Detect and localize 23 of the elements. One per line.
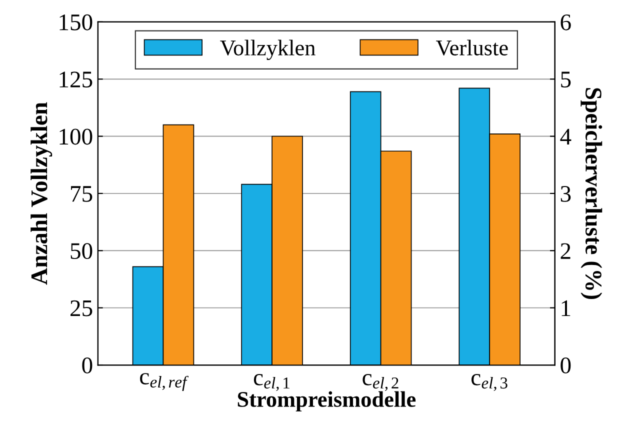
y-tick-label: 150 — [60, 14, 92, 30]
legend-label: Verluste — [436, 40, 508, 56]
y-tick-label: 100 — [60, 128, 92, 145]
y2-tick-label: 4 — [560, 128, 572, 144]
y2-axis-title: Speicherverluste (%) — [580, 88, 602, 299]
y2-tick-label: 0 — [560, 358, 571, 374]
y2-tick-label: 3 — [560, 186, 571, 202]
y-tick-label: 25 — [70, 300, 92, 316]
y-tick-label: 125 — [60, 72, 92, 88]
x-tick-label: c$_{el,ref}$ — [140, 373, 189, 391]
y-tick-label: 0 — [82, 358, 92, 374]
x-tick-label: c$_{el,2}$ — [362, 374, 398, 391]
y2-tick-label: 5 — [561, 72, 571, 88]
x-tick-label: c$_{el,3}$ — [472, 374, 508, 391]
y2-tick-label: 1 — [562, 300, 570, 316]
y-tick-label: 75 — [71, 186, 92, 202]
x-axis-title: Strompreismodelle — [238, 391, 416, 412]
y-axis-title: Anzahl Vollzyklen — [30, 102, 52, 285]
y2-tick-label: 2 — [560, 243, 570, 259]
legend-label: Vollzyklen — [220, 40, 316, 60]
y2-tick-label: 6 — [560, 14, 571, 30]
x-tick-label: c$_{el,1}$ — [254, 374, 290, 391]
y-tick-label: 50 — [70, 243, 92, 260]
